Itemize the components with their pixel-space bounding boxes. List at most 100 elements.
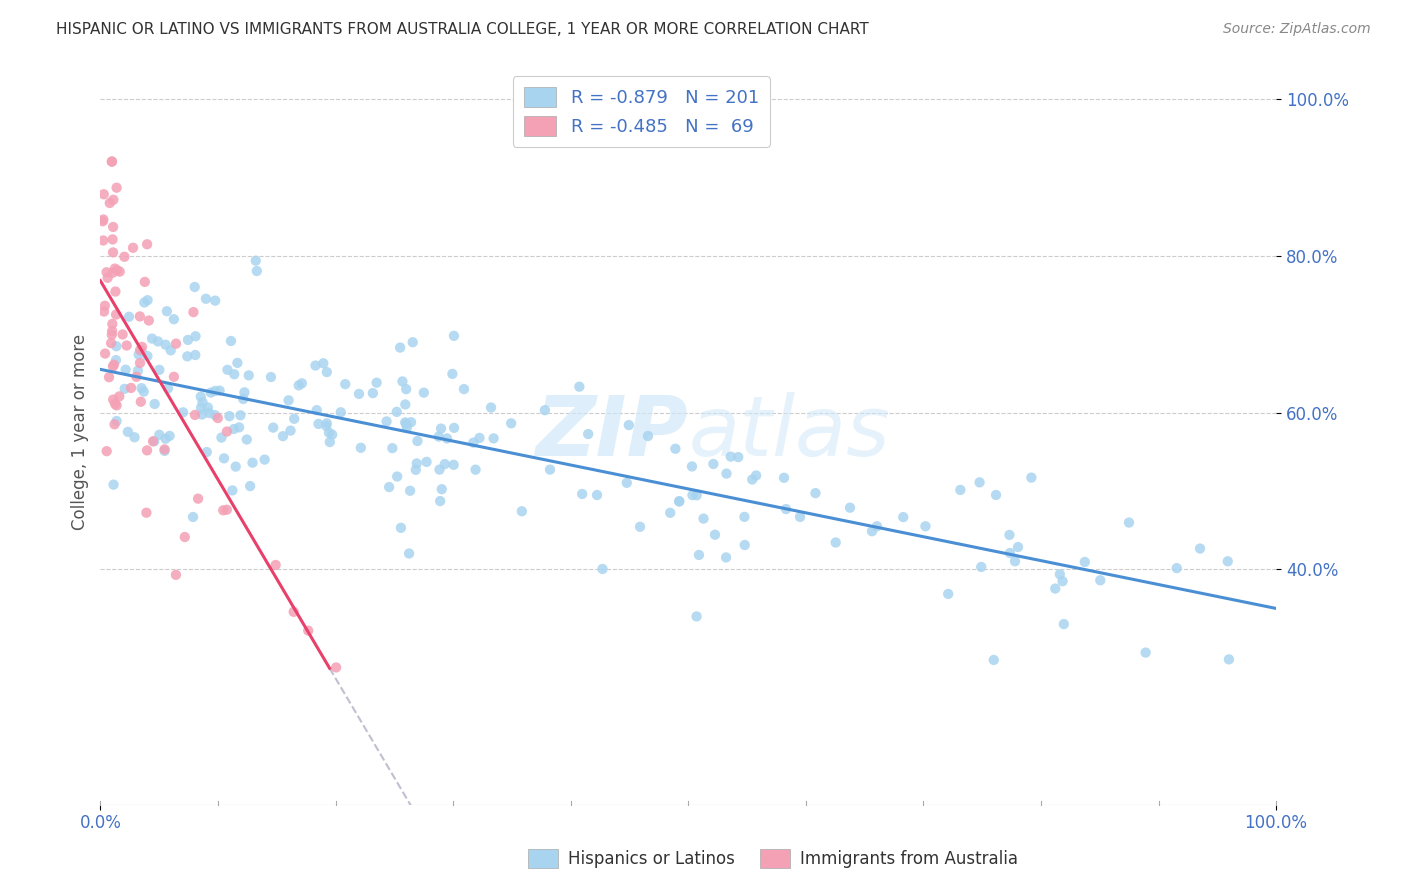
Point	[1218, 652, 1240, 666]
Point	[222, 422, 245, 436]
Point	[405, 457, 427, 471]
Point	[115, 338, 138, 352]
Point	[94, 299, 117, 313]
Point	[335, 377, 357, 392]
Point	[891, 510, 914, 524]
Point	[430, 482, 453, 496]
Point	[159, 343, 181, 358]
Point	[315, 365, 337, 379]
Point	[970, 560, 993, 574]
Point	[586, 488, 609, 502]
Point	[1189, 541, 1212, 556]
Point	[131, 381, 153, 395]
Point	[159, 429, 181, 443]
Point	[198, 406, 221, 420]
Point	[745, 468, 768, 483]
Point	[155, 432, 177, 446]
Point	[93, 187, 115, 202]
Point	[733, 509, 755, 524]
Point	[129, 356, 152, 370]
Point	[208, 384, 231, 398]
Point	[984, 488, 1007, 502]
Point	[350, 441, 373, 455]
Point	[685, 609, 707, 624]
Point	[538, 462, 561, 476]
Point	[143, 434, 166, 449]
Point	[716, 467, 738, 481]
Point	[378, 480, 401, 494]
Point	[1004, 554, 1026, 568]
Point	[1166, 561, 1188, 575]
Point	[153, 443, 176, 458]
Point	[430, 421, 453, 435]
Text: Source: ZipAtlas.com: Source: ZipAtlas.com	[1223, 22, 1371, 37]
Point	[103, 417, 125, 432]
Point	[112, 250, 135, 264]
Point	[136, 349, 159, 363]
Point	[129, 394, 152, 409]
Point	[131, 340, 153, 354]
Point	[224, 368, 246, 382]
Point	[773, 471, 796, 485]
Point	[103, 358, 125, 372]
Point	[101, 266, 124, 280]
Point	[399, 483, 422, 498]
Point	[395, 417, 418, 431]
Point	[128, 347, 150, 361]
Point	[101, 324, 124, 338]
Point	[101, 327, 124, 342]
Point	[321, 427, 343, 442]
Point	[385, 469, 408, 483]
Point	[98, 370, 121, 384]
Point	[692, 511, 714, 525]
Point	[681, 459, 703, 474]
Point	[191, 395, 214, 409]
Point	[297, 624, 319, 638]
Point	[824, 535, 846, 549]
Point	[329, 405, 352, 419]
Point	[704, 527, 727, 541]
Point	[576, 427, 599, 442]
Point	[510, 504, 533, 518]
Point	[111, 327, 134, 342]
Point	[105, 339, 128, 353]
Point	[215, 502, 238, 516]
Point	[246, 264, 269, 278]
Point	[389, 521, 412, 535]
Point	[225, 459, 247, 474]
Point	[134, 275, 156, 289]
Point	[949, 483, 972, 497]
Point	[184, 348, 207, 362]
Point	[93, 304, 115, 318]
Point	[429, 494, 451, 508]
Point	[209, 431, 232, 445]
Point	[443, 421, 465, 435]
Point	[136, 443, 159, 458]
Point	[1090, 574, 1112, 588]
Point	[215, 425, 238, 439]
Point	[287, 378, 309, 392]
Point	[366, 376, 388, 390]
Point	[184, 408, 207, 422]
Point	[1074, 555, 1097, 569]
Point	[239, 479, 262, 493]
Point	[108, 389, 131, 403]
Point	[389, 341, 412, 355]
Point	[190, 401, 212, 415]
Point	[291, 376, 314, 391]
Point	[325, 660, 347, 674]
Point	[100, 336, 122, 351]
Point	[118, 310, 141, 324]
Point	[207, 411, 229, 425]
Point	[181, 510, 204, 524]
Point	[1052, 574, 1074, 589]
Point	[148, 363, 170, 377]
Point	[101, 232, 124, 246]
Point	[727, 450, 749, 464]
Point	[104, 285, 127, 299]
Point	[233, 385, 256, 400]
Point	[702, 457, 724, 471]
Point	[685, 488, 707, 502]
Point	[1053, 617, 1076, 632]
Point	[236, 433, 259, 447]
